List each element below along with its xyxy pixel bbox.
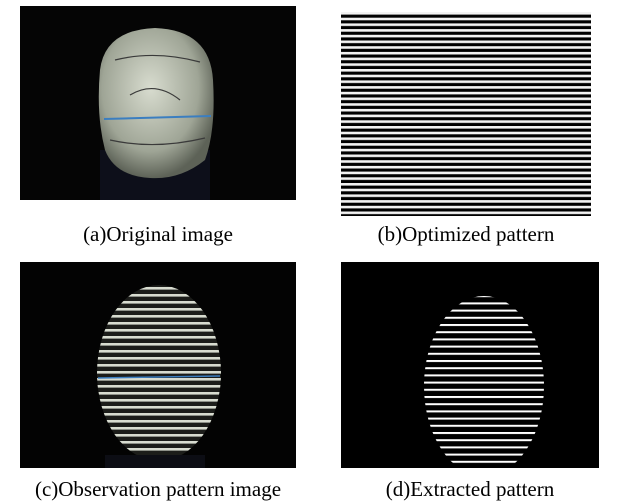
image-observation: [20, 262, 296, 470]
image-original: [20, 6, 296, 200]
caption: (b)Optimized pattern: [330, 222, 602, 247]
caption: (d)Extracted pattern: [341, 477, 599, 502]
page: (a)Original image (b)Optimized pattern (…: [0, 0, 625, 504]
figure-panels: [0, 0, 625, 504]
image-pattern: [341, 12, 591, 216]
caption: (c)Observation pattern image: [0, 477, 316, 502]
image-extracted: [341, 262, 599, 482]
caption: (a)Original image: [20, 222, 296, 247]
